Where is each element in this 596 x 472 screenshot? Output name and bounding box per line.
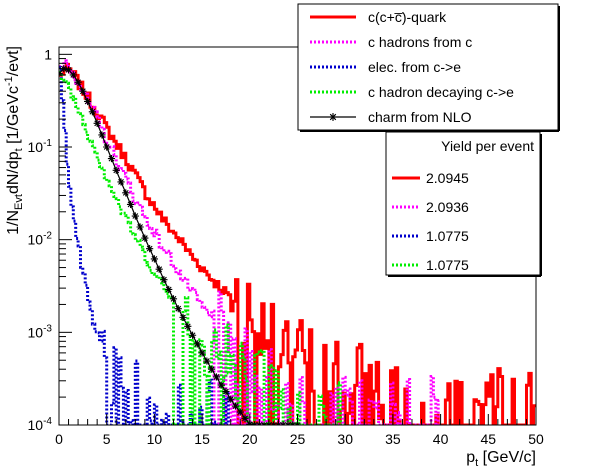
yield-entry: 1.0775 (392, 228, 469, 244)
series-0 (59, 62, 536, 425)
star-marker (103, 143, 111, 151)
star-marker (146, 245, 154, 253)
y-tick-label: 10-4 (28, 416, 53, 433)
x-tick-label: 40 (433, 431, 449, 447)
series-histogram (59, 59, 441, 425)
star-marker (236, 408, 244, 416)
star-marker (84, 97, 92, 106)
star-marker (155, 265, 163, 273)
star-marker (79, 87, 87, 95)
yield-value: 1.0775 (426, 257, 469, 273)
star-marker (107, 154, 116, 163)
y-tick-label: 1 (44, 46, 52, 62)
x-tick-label: 20 (242, 431, 258, 447)
series-4 (59, 65, 302, 425)
star-marker (93, 119, 101, 127)
yield-value: 2.0936 (426, 199, 469, 215)
star-marker (217, 381, 225, 389)
legend-label: c hadrons from c (368, 34, 472, 50)
star-marker (179, 313, 187, 321)
star-marker (188, 331, 197, 339)
star-marker (74, 78, 82, 86)
legend-item: c hadron decaying c->e (310, 84, 514, 100)
legend-label: elec. from c->e (368, 59, 461, 75)
star-marker (98, 131, 106, 139)
star-marker (198, 349, 206, 357)
star-marker (69, 71, 77, 79)
x-tick-label: 15 (194, 431, 210, 447)
star-marker (112, 166, 120, 174)
legend: c(c+c̅)-quark c hadrons from c elec. from … (297, 3, 560, 132)
legend-item: c(c+c̅)-quark (310, 9, 447, 25)
legend-frame (297, 3, 559, 131)
star-marker (150, 255, 158, 263)
star-marker (212, 373, 221, 381)
star-marker (64, 66, 73, 74)
x-tick-label: 0 (55, 431, 63, 447)
legend-item: c hadrons from c (310, 34, 472, 50)
x-tick-label: 10 (147, 431, 163, 447)
star-marker (222, 387, 230, 396)
yield-value: 2.0945 (426, 170, 469, 186)
star-marker (169, 295, 178, 303)
yield-entry: 2.0936 (392, 199, 469, 215)
x-tick-label: 25 (290, 431, 306, 447)
x-tick-label: 5 (103, 431, 111, 447)
legend-label: charm from NLO (368, 109, 472, 125)
x-tick-label: 35 (385, 431, 401, 447)
y-tick-label: 10-3 (28, 323, 53, 340)
star-marker (117, 178, 125, 186)
star-marker (136, 223, 144, 231)
star-marker (203, 357, 211, 365)
legend-item: elec. from c->e (310, 59, 461, 75)
series-histogram (59, 62, 536, 425)
star-marker (184, 322, 192, 330)
legend-label: c(c+c̅)-quark (368, 9, 447, 25)
plot-series (59, 59, 536, 425)
x-tick-label: 50 (528, 431, 544, 447)
star-marker (241, 414, 249, 422)
y-tick-label: 10-2 (28, 231, 53, 248)
star-marker (227, 395, 235, 403)
y-axis-title: 1/NEvtdN/dpt [1/GeVc-1/evt] (3, 46, 25, 235)
legend-item: charm from NLO (310, 109, 472, 125)
series-1 (59, 59, 441, 425)
series-2 (59, 66, 231, 425)
star-marker (174, 305, 182, 313)
star-marker (141, 234, 149, 242)
star-marker (165, 285, 173, 294)
yield-title: Yield per event (441, 138, 534, 154)
yield-value: 1.0775 (426, 228, 469, 244)
star-marker (88, 108, 96, 116)
star-marker (193, 340, 201, 348)
yield-box: Yield per event 2.0945 2.0936 1.0775 1.0775 (385, 131, 542, 277)
x-tick-label: 45 (481, 431, 497, 447)
legend-star-marker (329, 113, 337, 121)
star-marker (131, 212, 139, 220)
star-marker (126, 200, 135, 209)
yield-frame (385, 131, 541, 276)
y-tick-label: 10-1 (28, 138, 53, 155)
x-axis-title: pt [GeV/c] (466, 449, 536, 469)
series-histogram (59, 66, 231, 425)
star-marker (122, 189, 130, 197)
legend-label: c hadron decaying c->e (368, 84, 514, 100)
x-tick-label: 30 (337, 431, 353, 447)
star-marker (231, 402, 240, 410)
yield-entry: 2.0945 (392, 170, 469, 186)
yield-entry: 1.0775 (392, 257, 469, 273)
star-marker (208, 365, 216, 373)
star-marker (160, 276, 168, 284)
